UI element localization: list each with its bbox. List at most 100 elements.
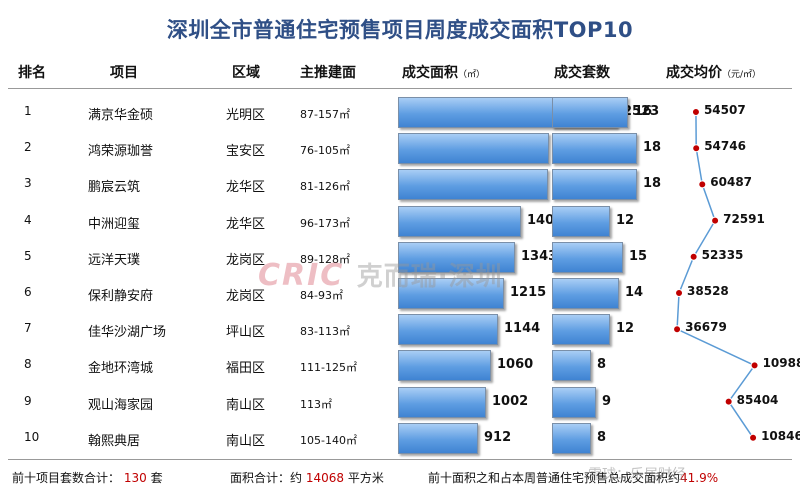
price-point [724, 397, 733, 406]
project-cell: 保利静安府 [88, 289, 154, 304]
rank-cell: 3 [24, 176, 32, 191]
footer-units-total: 前十项目套数合计： 130 套 [12, 469, 163, 486]
area-bar [398, 386, 486, 418]
units-total-value: 130 [123, 471, 147, 485]
share-label: 前十面积之和占本周普通住宅预售总成交面积约 [428, 471, 681, 485]
area-bar [398, 422, 478, 454]
spec-cell: 89-128㎡ [300, 252, 350, 266]
units-value-label: 9 [602, 393, 612, 409]
table-header: 排名 项目 区域 主推建面 成交面积（㎡） 成交套数 成交均价（元/㎡） [0, 62, 800, 86]
area-value-label: 1343 [521, 248, 558, 264]
units-bar [552, 386, 596, 418]
area-total-value: 14068 [305, 471, 345, 485]
price-value-label: 52335 [701, 247, 744, 262]
footer-rule [8, 459, 792, 460]
units-value-label: 18 [643, 140, 662, 156]
units-bar [552, 422, 591, 454]
district-cell: 南山区 [226, 433, 266, 449]
header-rule [8, 88, 792, 89]
units-bar [552, 97, 628, 128]
units-value-label: 8 [597, 357, 607, 373]
units-bar [552, 314, 610, 346]
area-value-label: 1144 [504, 321, 541, 337]
footer-share: 前十面积之和占本周普通住宅预售总成交面积约41.9% [428, 469, 718, 486]
units-value-label: 16 [634, 104, 653, 119]
area-bar [398, 314, 498, 346]
units-bar [552, 169, 637, 201]
spec-cell: 87-157㎡ [300, 108, 350, 121]
units-value-label: 12 [616, 321, 635, 337]
spec-cell: 83-113㎡ [300, 325, 350, 339]
project-cell: 中洲迎玺 [88, 216, 141, 232]
rank-cell: 4 [24, 212, 32, 227]
district-cell: 坪山区 [226, 325, 266, 341]
price-point [698, 180, 707, 189]
project-cell: 远洋天璞 [88, 252, 141, 268]
header-area: 成交面积（㎡） [402, 62, 485, 82]
footer-area-total: 面积合计：约 14068 平方米 [230, 469, 384, 486]
price-value-label: 38528 [687, 284, 729, 298]
price-value-label: 36679 [685, 320, 727, 335]
units-bar [552, 241, 623, 273]
rank-cell: 7 [24, 321, 32, 336]
table-row: 1 满京华金硕 光明区 87-157㎡ 2523 16 [0, 94, 800, 130]
district-cell: 宝安区 [226, 144, 266, 160]
share-value: 41.9% [680, 471, 719, 485]
price-value-label: 60487 [710, 175, 753, 190]
rank-cell: 9 [24, 393, 32, 408]
price-value-label: 108463 [761, 428, 800, 443]
footer: 前十项目套数合计： 130 套 面积合计：约 14068 平方米 前十面积之和占… [0, 466, 800, 490]
area-value-label: 1215 [510, 285, 547, 300]
corner-watermark: 雪球：乐居财经 [588, 467, 686, 483]
district-cell: 龙岗区 [226, 252, 266, 268]
header-units: 成交套数 [554, 65, 610, 81]
price-point [749, 433, 758, 442]
units-value-label: 8 [597, 429, 607, 445]
area-total-unit: 平方米 [347, 471, 384, 485]
table-row: 5 远洋天璞 龙岗区 89-128㎡ 1343 15 [0, 239, 800, 275]
units-value-label: 15 [629, 248, 648, 264]
header-price-unit: （元/㎡） [722, 70, 762, 80]
area-value-label: 2523 [623, 104, 660, 119]
header-price-label: 成交均价 [666, 65, 722, 81]
price-value-label: 54746 [704, 139, 746, 154]
area-bar [398, 278, 504, 309]
units-total-label: 前十项目套数合计： [12, 471, 121, 485]
units-bar [552, 278, 619, 309]
project-cell: 鹏宸云筑 [88, 180, 141, 196]
rank-cell: 5 [24, 248, 32, 263]
price-value-label: 54507 [703, 103, 746, 117]
watermark-text: 克而瑞·深圳 [356, 262, 503, 292]
area-bar [398, 241, 515, 273]
district-cell: 龙华区 [226, 216, 266, 232]
area-bar [398, 169, 548, 201]
price-line-chart [673, 108, 759, 442]
area-bar [398, 205, 521, 237]
chart-title: 深圳全市普通住宅预售项目周度成交面积TOP10 [166, 18, 634, 42]
table-row: 4 中洲迎玺 龙华区 96-173㎡ 1409 12 [0, 203, 800, 239]
project-cell: 翰熙典居 [88, 433, 141, 449]
district-cell: 福田区 [226, 361, 266, 377]
district-cell: 光明区 [226, 108, 266, 123]
rank-cell: 6 [24, 285, 32, 299]
header-price: 成交均价（元/㎡） [666, 62, 761, 82]
price-value-label: 72591 [723, 211, 765, 226]
table-row: 7 佳华沙湖广场 坪山区 83-113㎡ 1144 12 [0, 311, 800, 347]
table-row: 9 观山海家园 南山区 113㎡ 1002 9 [0, 384, 800, 420]
project-cell: 金地环湾城 [88, 361, 154, 377]
units-value-label: 12 [616, 212, 635, 228]
header-area-label: 成交面积 [402, 65, 458, 81]
header-district: 区域 [232, 65, 260, 81]
price-value-label: 109882 [762, 356, 800, 371]
units-bar [552, 133, 637, 165]
price-line [676, 111, 756, 439]
spec-cell: 76-105㎡ [300, 144, 350, 158]
table-row: 8 金地环湾城 福田区 111-125㎡ 1060 8 [0, 347, 800, 383]
area-value-label: 1002 [492, 393, 529, 409]
spec-cell: 81-126㎡ [300, 180, 350, 194]
project-cell: 观山海家园 [88, 397, 154, 413]
rank-cell: 10 [24, 429, 40, 444]
spec-cell: 105-140㎡ [300, 433, 357, 447]
spec-cell: 111-125㎡ [300, 361, 357, 375]
table-row: 10 翰熙典居 南山区 105-140㎡ 912 8 [0, 420, 800, 456]
